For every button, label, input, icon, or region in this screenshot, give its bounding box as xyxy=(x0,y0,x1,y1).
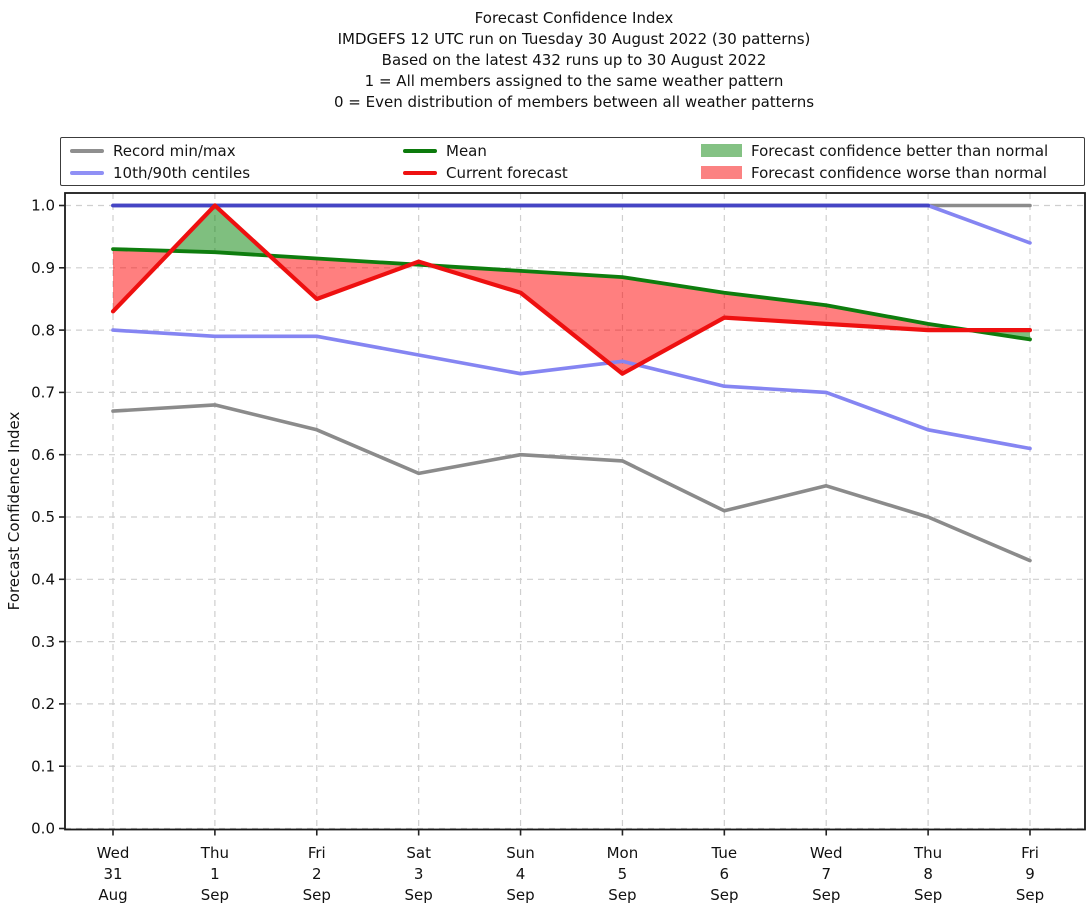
legend-label-record-minmax: Record min/max xyxy=(113,141,236,160)
x-tick-label-6-date: 6 xyxy=(720,865,730,883)
y-tick-label-0.7: 0.7 xyxy=(31,384,55,402)
record-minmax-line-swatch xyxy=(70,148,104,153)
x-tick-label-3-month: Sep xyxy=(405,886,433,904)
y-tick-label-0.1: 0.1 xyxy=(31,757,55,775)
y-tick-label-0.0: 0.0 xyxy=(31,820,55,838)
x-tick-label-3-date: 3 xyxy=(414,865,424,883)
legend-item-worse-than-normal: Forecast confidence worse than normal xyxy=(701,163,1048,182)
y-tick-label-0.8: 0.8 xyxy=(31,321,55,339)
x-tick-label-2-day: Fri xyxy=(308,844,326,862)
y-axis-label: Forecast Confidence Index xyxy=(5,412,23,611)
x-tick-label-9-date: 9 xyxy=(1025,865,1035,883)
legend-item-mean: Mean xyxy=(403,141,568,160)
chart-title-line-5: 0 = Even distribution of members between… xyxy=(333,93,815,111)
x-tick-label-1-date: 1 xyxy=(210,865,220,883)
y-tick-label-0.6: 0.6 xyxy=(31,446,55,464)
legend-label-centiles: 10th/90th centiles xyxy=(113,163,251,182)
legend-item-centiles: 10th/90th centiles xyxy=(70,163,250,182)
series-mean-line xyxy=(111,247,1032,342)
y-tick-label-0.5: 0.5 xyxy=(31,508,55,526)
current-forecast-line-swatch xyxy=(403,170,437,175)
fill-region-better-1 xyxy=(171,205,270,256)
y-tick-label-0.3: 0.3 xyxy=(31,633,55,651)
x-tick-label-8-month: Sep xyxy=(914,886,942,904)
y-tick-label-0.9: 0.9 xyxy=(31,259,55,277)
legend-label-current-forecast: Current forecast xyxy=(446,163,568,182)
x-tick-label-3-day: Sat xyxy=(406,844,431,862)
x-tick-label-4-month: Sep xyxy=(506,886,534,904)
legend-column-3: Forecast confidence better than normal F… xyxy=(701,141,1048,182)
x-tick-label-2-month: Sep xyxy=(303,886,331,904)
x-tick-label-5-month: Sep xyxy=(608,886,636,904)
chart-title-line-4: 1 = All members assigned to the same wea… xyxy=(364,72,784,90)
x-tick-label-5-day: Mon xyxy=(607,844,639,862)
x-tick-label-0-day: Wed xyxy=(97,844,130,862)
legend: Record min/max 10th/90th centiles Mean C… xyxy=(60,137,1085,186)
chart-title-line-2: IMDGEFS 12 UTC run on Tuesday 30 August … xyxy=(337,30,811,48)
legend-label-better-than-normal: Forecast confidence better than normal xyxy=(751,141,1049,160)
x-tick-label-7-date: 7 xyxy=(821,865,831,883)
better-than-normal-patch-swatch xyxy=(701,144,742,157)
series-record-min-line xyxy=(111,403,1032,563)
chart-title-line-3: Based on the latest 432 runs up to 30 Au… xyxy=(381,51,767,69)
x-tick-label-8-date: 8 xyxy=(923,865,933,883)
x-tick-label-6-day: Tue xyxy=(711,844,738,862)
x-tick-label-6-month: Sep xyxy=(710,886,738,904)
x-tick-label-9-day: Fri xyxy=(1021,844,1039,862)
x-tick-label-7-day: Wed xyxy=(810,844,843,862)
legend-item-better-than-normal: Forecast confidence better than normal xyxy=(701,141,1048,160)
chart-title-block: Forecast Confidence Index IMDGEFS 12 UTC… xyxy=(56,8,1092,113)
y-tick-label-0.4: 0.4 xyxy=(31,571,55,589)
x-tick-label-4-day: Sun xyxy=(506,844,535,862)
x-tick-label-1-month: Sep xyxy=(201,886,229,904)
y-tick-label-1.0: 1.0 xyxy=(31,197,55,215)
mean-line-swatch xyxy=(403,148,437,153)
x-tick-label-4-date: 4 xyxy=(516,865,526,883)
x-tick-label-8-day: Thu xyxy=(913,844,942,862)
chart-title-line-1: Forecast Confidence Index xyxy=(474,9,674,27)
x-tick-label-9-month: Sep xyxy=(1016,886,1044,904)
legend-label-worse-than-normal: Forecast confidence worse than normal xyxy=(751,163,1047,182)
series-p10-line xyxy=(111,328,1032,451)
plot-area-border xyxy=(64,192,1086,831)
x-tick-label-7-month: Sep xyxy=(812,886,840,904)
x-tick-label-1-day: Thu xyxy=(200,844,229,862)
legend-column-2: Mean Current forecast xyxy=(403,141,568,182)
x-tick-label-2-date: 2 xyxy=(312,865,322,883)
fill-region-worse-4 xyxy=(431,265,969,374)
x-tick-label-0-month: Aug xyxy=(98,886,127,904)
centiles-line-swatch xyxy=(70,170,104,175)
legend-item-current-forecast: Current forecast xyxy=(403,163,568,182)
y-tick-label-0.2: 0.2 xyxy=(31,695,55,713)
x-tick-label-5-date: 5 xyxy=(618,865,628,883)
series-current-line xyxy=(110,203,1033,376)
legend-item-record-minmax: Record min/max xyxy=(70,141,250,160)
worse-than-normal-patch-swatch xyxy=(701,166,742,179)
legend-label-mean: Mean xyxy=(446,141,487,160)
x-tick-label-0-date: 31 xyxy=(103,865,122,883)
legend-column-1: Record min/max 10th/90th centiles xyxy=(70,141,250,182)
